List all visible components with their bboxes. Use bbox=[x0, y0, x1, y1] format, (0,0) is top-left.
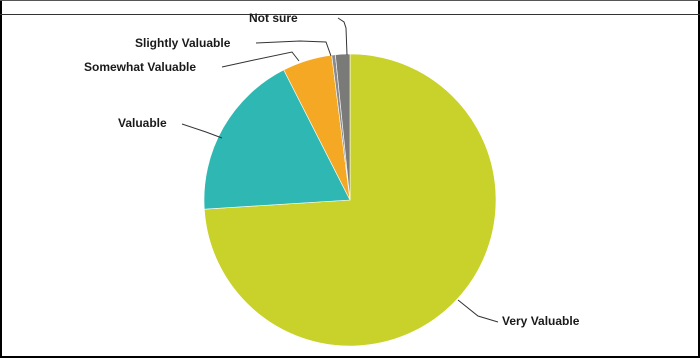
leader-line-not-sure bbox=[337, 17, 348, 56]
label-very-valuable: Very Valuable bbox=[502, 314, 580, 328]
label-valuable: Valuable bbox=[118, 116, 167, 130]
leader-line-somewhat-valuable bbox=[221, 51, 300, 68]
label-slightly-valuable: Slightly Valuable bbox=[135, 36, 231, 50]
leader-line-valuable bbox=[181, 123, 223, 139]
leader-lines bbox=[181, 17, 499, 323]
pie-slice-valuable bbox=[203, 69, 351, 210]
label-not-sure: Not sure bbox=[249, 11, 298, 25]
top-border bbox=[0, 0, 700, 1]
pie-slice-not-sure bbox=[335, 53, 351, 201]
label-somewhat-valuable: Somewhat Valuable bbox=[84, 60, 196, 74]
pie-slices bbox=[203, 53, 497, 347]
header-divider bbox=[0, 14, 700, 15]
leader-line-very-valuable bbox=[457, 299, 499, 323]
leader-line-slightly-valuable bbox=[255, 40, 332, 57]
